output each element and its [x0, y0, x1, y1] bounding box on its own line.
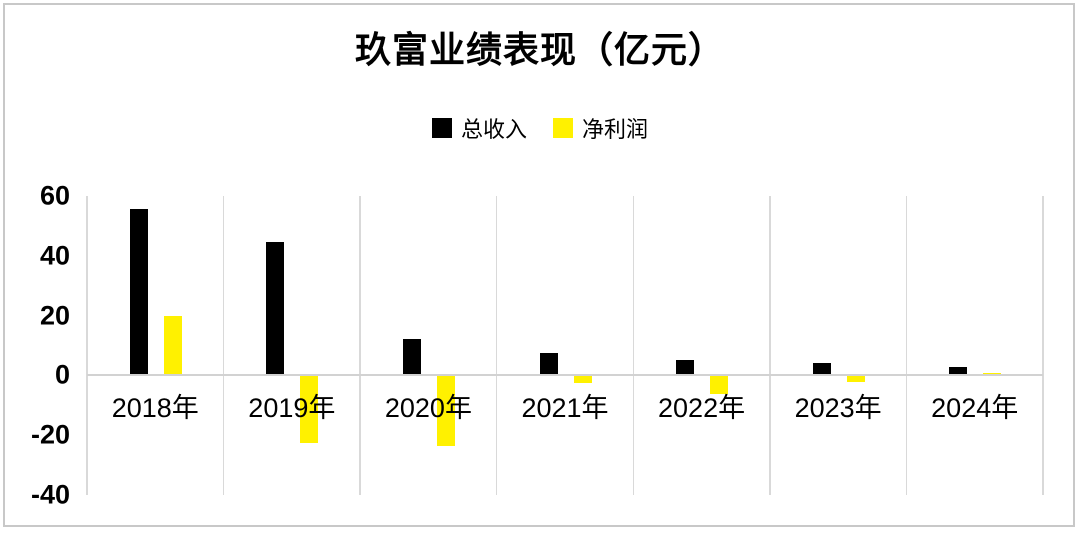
y-axis-line: [86, 196, 88, 495]
legend-marker-total-revenue: [431, 118, 452, 138]
bar-total-revenue-2023年: [812, 363, 831, 377]
bar-net-profit-2019年: [300, 375, 319, 443]
chart-title: 玖富业绩表现（亿元）: [354, 29, 725, 70]
bar-total-revenue-2021年: [539, 352, 558, 377]
gridline-vertical: [222, 196, 225, 495]
y-axis-label: -40: [30, 479, 70, 510]
plot-area: 2018年 2019年 2020年 2021年 2022年 2023年 2024年: [86, 196, 1044, 495]
bar-net-profit-2023年: [846, 375, 865, 383]
legend: 总收入 净利润: [0, 112, 1080, 144]
bar-total-revenue-2022年: [676, 359, 695, 377]
bar-total-revenue-2019年: [266, 242, 285, 377]
bar-total-revenue-2020年: [402, 338, 421, 377]
y-axis-label: 20: [39, 300, 70, 331]
x-axis-label: 2023年: [794, 393, 882, 424]
legend-item-net-profit: 净利润: [553, 112, 648, 144]
gridline-vertical: [495, 196, 498, 495]
x-axis-label: 2022年: [658, 393, 746, 424]
y-axis-label: 0: [54, 359, 70, 390]
bar-net-profit-2021年: [573, 375, 592, 384]
gridline-vertical: [632, 196, 635, 495]
gridline-vertical: [359, 196, 361, 495]
gridline-vertical: [769, 196, 771, 495]
x-axis-label: 2020年: [384, 393, 472, 424]
x-axis-label: 2018年: [111, 393, 199, 424]
y-axis: 60 40 20 0 -20 -40: [0, 181, 70, 510]
gridline-vertical: [905, 196, 908, 495]
y-axis-label: 40: [39, 240, 70, 271]
legend-label-total-revenue: 总收入: [460, 117, 527, 142]
legend-item-total-revenue: 总收入: [431, 112, 527, 144]
bar-total-revenue-2018年: [129, 209, 148, 377]
x-axis-label: 2021年: [521, 393, 609, 424]
bar-net-profit-2018年: [163, 316, 182, 377]
x-axis-label: 2024年: [931, 393, 1019, 424]
bar-total-revenue-2024年: [949, 366, 968, 377]
gridline-vertical: [1042, 196, 1044, 495]
y-axis-label: 60: [39, 180, 70, 211]
bar-net-profit-2020年: [436, 375, 455, 447]
x-axis-zero-line: [87, 374, 1043, 377]
legend-marker-net-profit: [553, 118, 573, 138]
legend-label-net-profit: 净利润: [582, 117, 649, 142]
x-axis-label: 2019年: [248, 393, 336, 424]
y-axis-label: -20: [30, 419, 70, 450]
bar-net-profit-2022年: [710, 375, 729, 394]
